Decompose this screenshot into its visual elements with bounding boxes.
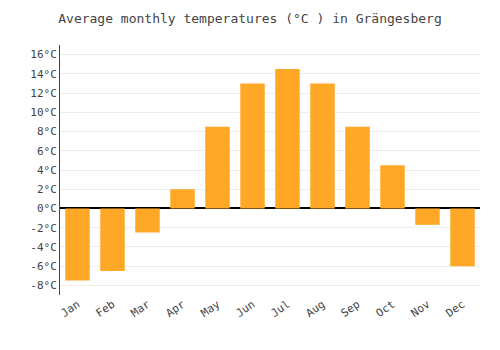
svg-text:Feb: Feb: [94, 298, 118, 320]
svg-text:12°C: 12°C: [30, 87, 57, 100]
svg-text:Dec: Dec: [444, 298, 468, 320]
svg-text:Apr: Apr: [164, 298, 188, 320]
svg-text:2°C: 2°C: [37, 183, 57, 196]
svg-text:-8°C: -8°C: [30, 279, 57, 292]
svg-text:14°C: 14°C: [30, 68, 57, 81]
svg-text:-2°C: -2°C: [30, 222, 57, 235]
svg-text:6°C: 6°C: [37, 145, 57, 158]
svg-text:Oct: Oct: [374, 298, 398, 320]
svg-text:-6°C: -6°C: [30, 260, 57, 273]
svg-text:0°C: 0°C: [37, 202, 57, 215]
svg-text:Jul: Jul: [269, 298, 293, 320]
svg-text:10°C: 10°C: [30, 106, 57, 119]
svg-text:May: May: [199, 298, 223, 320]
svg-text:Jan: Jan: [59, 298, 83, 320]
svg-text:Sep: Sep: [339, 298, 363, 320]
svg-text:Jun: Jun: [234, 298, 258, 320]
svg-text:Aug: Aug: [304, 298, 328, 320]
svg-text:16°C: 16°C: [30, 48, 57, 61]
svg-text:Mar: Mar: [129, 298, 153, 320]
svg-text:-4°C: -4°C: [30, 241, 57, 254]
svg-text:4°C: 4°C: [37, 164, 57, 177]
svg-text:Average monthly temperatures (: Average monthly temperatures (°C ) in Gr…: [58, 11, 442, 26]
svg-text:Nov: Nov: [409, 298, 433, 320]
svg-text:8°C: 8°C: [37, 125, 57, 138]
